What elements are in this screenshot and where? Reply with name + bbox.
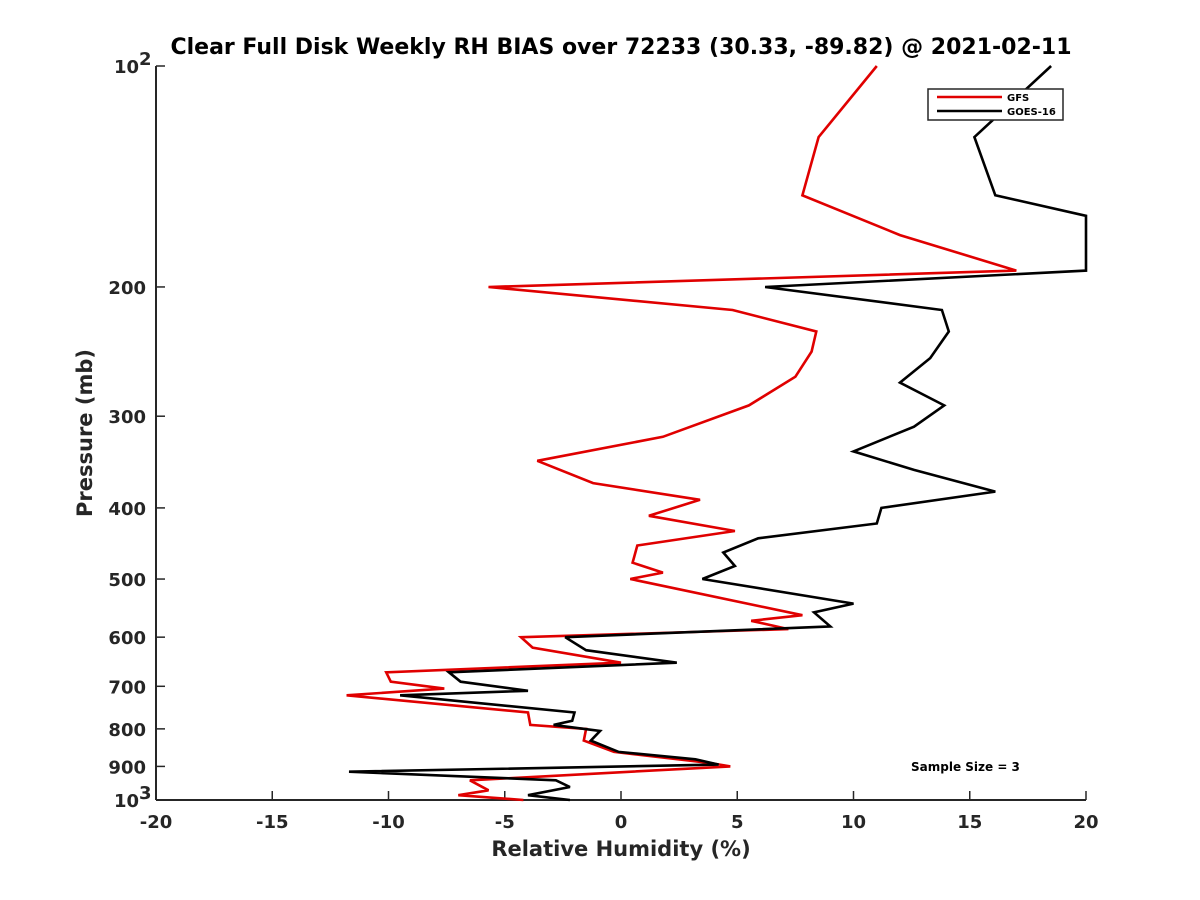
y-tick-label: 900 [108,757,146,778]
x-tick-label: -10 [372,812,405,833]
x-axis-label: Relative Humidity (%) [491,837,750,861]
y-tick-label: 600 [108,628,146,649]
y-axis-label: Pressure (mb) [73,349,97,517]
x-tick-label: 20 [1073,812,1098,833]
series-goes16 [348,65,1088,802]
legend: GFS GOES-16 [927,88,1064,121]
series-line-gfs [346,65,1017,802]
legend-box [927,88,1064,121]
y-tick-label: 500 [108,570,146,591]
y-tick-label: 800 [108,720,146,741]
x-tick-label: 15 [957,812,982,833]
y-tick-label: 300 [108,407,146,428]
y-tick-label: 700 [108,677,146,698]
y-tick-exponent: 3 [139,783,152,804]
x-ticks: -20 -15 -10 -5 0 5 10 15 20 [140,791,1099,833]
legend-label-goes16: GOES-16 [1007,107,1056,118]
series-layer [346,65,1088,802]
x-tick-label: 5 [731,812,744,833]
y-tick-label: 200 [108,278,146,299]
y-tick-label: 400 [108,499,146,520]
y-tick-exponent: 2 [139,49,152,70]
x-tick-label: 0 [615,812,628,833]
legend-label-gfs: GFS [1007,93,1029,104]
x-tick-label: -15 [256,812,289,833]
series-gfs [346,65,1017,802]
sample-size-annotation: Sample Size = 3 [911,760,1020,774]
series-line-goes16 [348,65,1088,802]
x-tick-label: -20 [140,812,173,833]
y-tick-label: 10 [114,57,139,78]
plot-axes [155,66,1086,801]
x-tick-label: 10 [841,812,866,833]
chart-title: Clear Full Disk Weekly RH BIAS over 7223… [170,35,1071,60]
y-tick-label: 10 [114,791,139,812]
x-tick-label: -5 [495,812,515,833]
